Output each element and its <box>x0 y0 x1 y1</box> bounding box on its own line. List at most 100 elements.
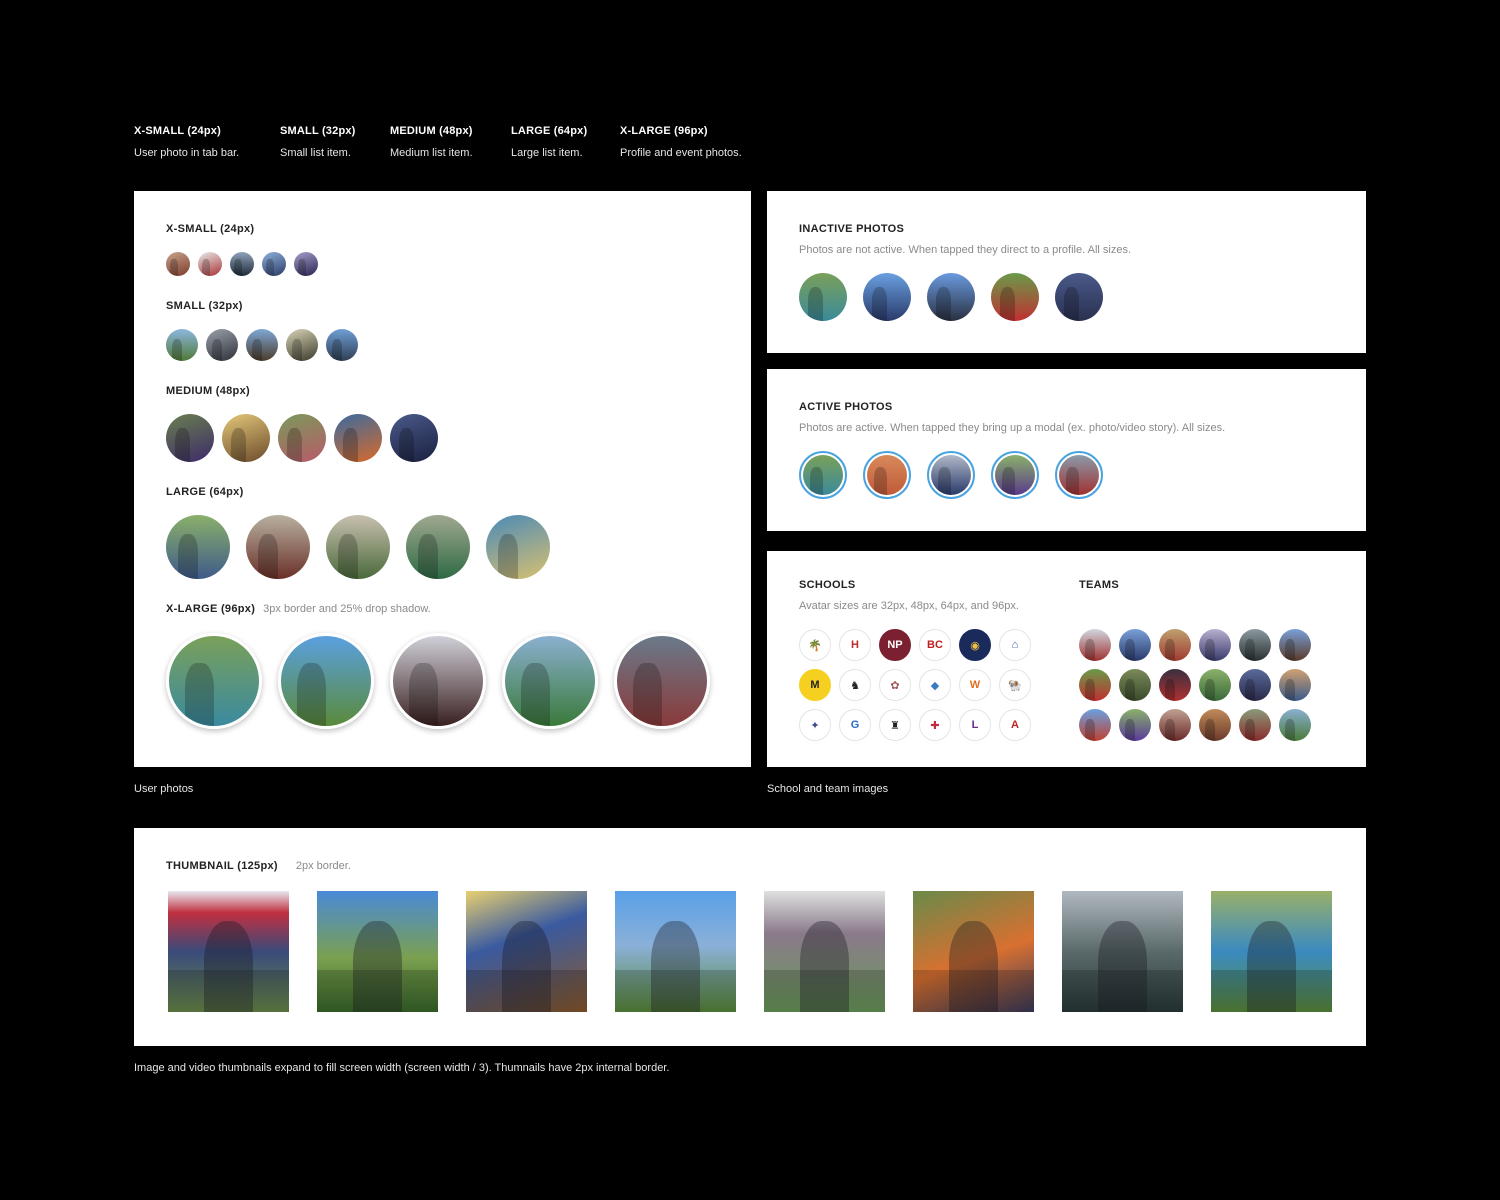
avatar-large[interactable] <box>246 515 310 579</box>
avatar-large[interactable] <box>166 515 230 579</box>
team-avatar[interactable] <box>1199 669 1231 701</box>
avatar-medium[interactable] <box>222 414 270 462</box>
avatar-xsmall[interactable] <box>230 252 254 276</box>
legend-small: SMALL (32px) Small list item. <box>280 125 356 159</box>
thumbnail[interactable] <box>317 891 438 1012</box>
avatar-small[interactable] <box>326 329 358 361</box>
avatar-medium[interactable] <box>166 414 214 462</box>
school-team-caption: School and team images <box>767 783 889 795</box>
inactive-heading: INACTIVE PHOTOS <box>799 223 905 235</box>
team-avatar[interactable] <box>1279 629 1311 661</box>
team-avatar[interactable] <box>1159 709 1191 741</box>
inactive-photos-card: INACTIVE PHOTOS Photos are not active. W… <box>767 191 1366 353</box>
xlarge-note: 3px border and 25% drop shadow. <box>263 603 431 615</box>
school-logo[interactable]: G <box>839 709 871 741</box>
team-avatar[interactable] <box>1159 669 1191 701</box>
school-logo[interactable]: ♜ <box>879 709 911 741</box>
small-row <box>166 329 366 361</box>
legend-large: LARGE (64px) Large list item. <box>511 125 588 159</box>
team-avatar[interactable] <box>1079 709 1111 741</box>
team-avatar[interactable] <box>1279 709 1311 741</box>
teams-heading: TEAMS <box>1079 579 1119 591</box>
schools-desc: Avatar sizes are 32px, 48px, 64px, and 9… <box>799 600 1019 612</box>
avatar-active <box>867 455 907 495</box>
school-logo[interactable]: 🐏 <box>999 669 1031 701</box>
team-avatar[interactable] <box>1119 629 1151 661</box>
avatar-inactive[interactable] <box>1055 273 1103 321</box>
school-logo[interactable]: BC <box>919 629 951 661</box>
thumbnail-heading: THUMBNAIL (125px) 2px border. <box>166 860 351 872</box>
avatar-inactive[interactable] <box>927 273 975 321</box>
large-row <box>166 515 566 579</box>
school-logo[interactable]: M <box>799 669 831 701</box>
avatar-xlarge[interactable] <box>166 633 262 729</box>
avatar-medium[interactable] <box>278 414 326 462</box>
active-photo[interactable] <box>991 451 1039 499</box>
avatar-xlarge[interactable] <box>278 633 374 729</box>
avatar-xsmall[interactable] <box>198 252 222 276</box>
avatar-small[interactable] <box>206 329 238 361</box>
team-avatar[interactable] <box>1279 669 1311 701</box>
active-photo[interactable] <box>1055 451 1103 499</box>
school-logo[interactable]: ◆ <box>919 669 951 701</box>
avatar-large[interactable] <box>486 515 550 579</box>
avatar-active <box>803 455 843 495</box>
avatar-medium[interactable] <box>334 414 382 462</box>
team-avatar[interactable] <box>1159 629 1191 661</box>
team-avatar[interactable] <box>1239 709 1271 741</box>
active-photo[interactable] <box>799 451 847 499</box>
avatar-xlarge[interactable] <box>502 633 598 729</box>
avatar-inactive[interactable] <box>799 273 847 321</box>
school-logo[interactable]: L <box>959 709 991 741</box>
avatar-medium[interactable] <box>390 414 438 462</box>
thumbnail-caption: Image and video thumbnails expand to fil… <box>134 1062 670 1074</box>
medium-heading: MEDIUM (48px) <box>166 385 250 397</box>
school-logo[interactable]: ⌂ <box>999 629 1031 661</box>
avatar-inactive[interactable] <box>991 273 1039 321</box>
avatar-xlarge[interactable] <box>614 633 710 729</box>
thumbnail[interactable] <box>1062 891 1183 1012</box>
avatar-xlarge[interactable] <box>390 633 486 729</box>
school-logo[interactable]: 🌴 <box>799 629 831 661</box>
school-logo[interactable]: NP <box>879 629 911 661</box>
avatar-large[interactable] <box>406 515 470 579</box>
team-avatar[interactable] <box>1199 709 1231 741</box>
thumbnail[interactable] <box>168 891 289 1012</box>
school-logo[interactable]: H <box>839 629 871 661</box>
active-desc: Photos are active. When tapped they brin… <box>799 422 1226 434</box>
avatar-xsmall[interactable] <box>262 252 286 276</box>
team-avatar[interactable] <box>1239 629 1271 661</box>
avatar-large[interactable] <box>326 515 390 579</box>
team-avatar[interactable] <box>1079 629 1111 661</box>
school-logo[interactable]: ◉ <box>959 629 991 661</box>
active-photos-card: ACTIVE PHOTOS Photos are active. When ta… <box>767 369 1366 531</box>
team-avatar[interactable] <box>1119 709 1151 741</box>
avatar-xsmall[interactable] <box>166 252 190 276</box>
avatar-xsmall[interactable] <box>294 252 318 276</box>
thumbnail[interactable] <box>615 891 736 1012</box>
active-photo[interactable] <box>927 451 975 499</box>
school-logo[interactable]: ✚ <box>919 709 951 741</box>
school-logo[interactable]: ✦ <box>799 709 831 741</box>
avatar-inactive[interactable] <box>863 273 911 321</box>
legend-xlarge: X-LARGE (96px) Profile and event photos. <box>620 125 742 159</box>
school-logo[interactable]: ♞ <box>839 669 871 701</box>
team-avatar[interactable] <box>1239 669 1271 701</box>
school-logo[interactable]: W <box>959 669 991 701</box>
schools-heading: SCHOOLS <box>799 579 856 591</box>
active-photo[interactable] <box>863 451 911 499</box>
thumbnail[interactable] <box>466 891 587 1012</box>
avatar-active <box>931 455 971 495</box>
avatar-small[interactable] <box>246 329 278 361</box>
team-avatar[interactable] <box>1119 669 1151 701</box>
school-logo[interactable]: A <box>999 709 1031 741</box>
avatar-small[interactable] <box>166 329 198 361</box>
schools-grid: 🌴 H NP BC ◉ ⌂ M ♞ ✿ ◆ W 🐏 ✦ G ♜ ✚ L A <box>799 629 1049 749</box>
team-avatar[interactable] <box>1079 669 1111 701</box>
thumbnail[interactable] <box>1211 891 1332 1012</box>
thumbnail[interactable] <box>913 891 1034 1012</box>
thumbnail[interactable] <box>764 891 885 1012</box>
team-avatar[interactable] <box>1199 629 1231 661</box>
avatar-small[interactable] <box>286 329 318 361</box>
school-logo[interactable]: ✿ <box>879 669 911 701</box>
